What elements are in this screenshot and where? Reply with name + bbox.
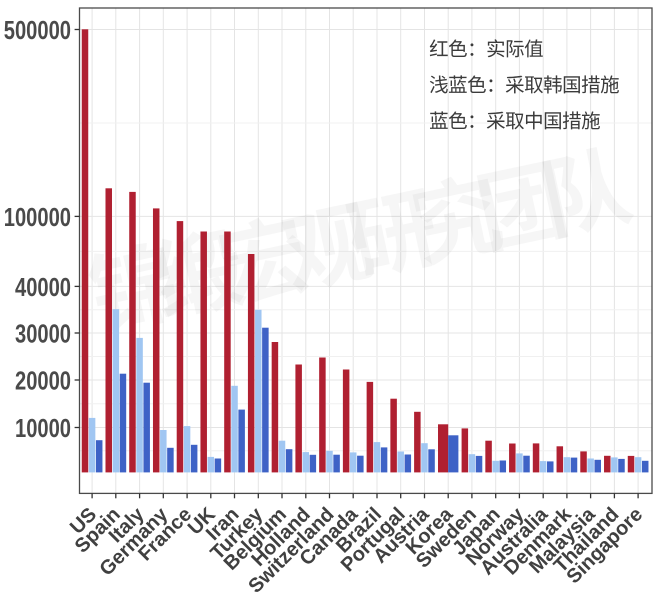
svg-text:10000: 10000 [15,413,71,442]
svg-text:20000: 20000 [15,366,71,395]
svg-text:40000: 40000 [15,272,71,301]
svg-text:30000: 30000 [15,319,71,348]
svg-text:500000: 500000 [4,15,71,44]
svg-text:100000: 100000 [4,202,71,231]
